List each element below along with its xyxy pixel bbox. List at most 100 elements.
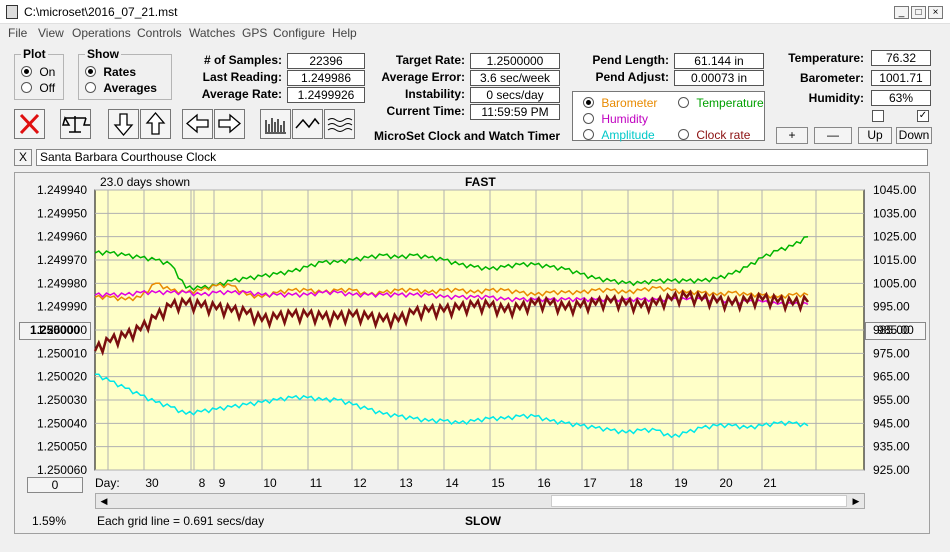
right-axis-selector: Barometer Temperature Humidity Amplitude…	[572, 91, 765, 142]
pend-adjust-label: Pend Adjust:	[595, 70, 669, 84]
plot-off-radio[interactable]	[21, 82, 32, 93]
down-button[interactable]: Down	[896, 127, 932, 144]
scroll-up-button[interactable]	[140, 109, 171, 139]
option-temperature[interactable]: Temperature	[678, 96, 764, 110]
env-checkbox-1[interactable]	[872, 110, 884, 122]
offset-button[interactable]: 0	[27, 477, 83, 493]
x-tick-label: 11	[310, 476, 323, 490]
plot-on-option[interactable]: On	[21, 65, 55, 79]
show-averages-radio[interactable]	[85, 82, 96, 93]
clock-rate-radio[interactable]	[678, 129, 689, 140]
left-tick-label: 1.249970	[37, 253, 87, 267]
last-reading-value: 1.249986	[287, 70, 365, 86]
series-line	[94, 282, 809, 302]
menu-operations[interactable]: Operations	[72, 26, 131, 40]
show-rates-label: Rates	[103, 65, 137, 79]
center-rate-button[interactable]: 1.250000	[19, 322, 91, 340]
humidity-radio[interactable]	[583, 113, 594, 124]
instability-value: 0 secs/day	[470, 87, 560, 103]
series-line	[94, 289, 809, 308]
x-tick-label: 8	[199, 476, 206, 490]
menu-help[interactable]: Help	[332, 26, 357, 40]
amplitude-label: Amplitude	[601, 128, 655, 142]
plot-on-radio[interactable]	[21, 66, 32, 77]
close-icon[interactable]: ×	[928, 6, 943, 19]
temperature-env-value: 76.32	[871, 50, 931, 66]
x-tick-label: 19	[674, 476, 688, 490]
plot-group: Plot On Off	[14, 47, 64, 100]
plot-off-option[interactable]: Off	[21, 81, 55, 95]
maximize-icon[interactable]: □	[911, 6, 926, 19]
pend-adjust-value: 0.00073 in	[674, 70, 764, 86]
scrollbar-thumb[interactable]	[551, 495, 847, 507]
bar-graph-icon	[265, 118, 286, 134]
scroll-right-button[interactable]	[214, 109, 245, 139]
scroll-down-button[interactable]	[108, 109, 139, 139]
left-tick-label: 1.250000	[37, 323, 87, 337]
barometer-radio[interactable]	[583, 97, 594, 108]
scroll-left-arrow-icon[interactable]: ◀	[100, 496, 108, 506]
option-humidity[interactable]: Humidity	[583, 112, 648, 126]
show-averages-label: Averages	[103, 81, 157, 95]
minus-button[interactable]: —	[814, 127, 852, 144]
humidity-env-label: Humidity:	[808, 91, 864, 105]
pend-length-value: 61.144 in	[674, 53, 764, 69]
humidity-label: Humidity	[601, 112, 649, 126]
x-tick-label: 20	[719, 476, 733, 490]
plot-group-label: Plot	[21, 47, 48, 61]
right-tick-label: 1015.00	[873, 253, 917, 267]
temperature-radio[interactable]	[678, 97, 689, 108]
up-button[interactable]: Up	[858, 127, 892, 144]
x-axis-ticks: 30 8 9 10 11 12 13 14 15 16 17 18 19 20 21	[145, 476, 777, 490]
plot-on-label: On	[39, 65, 56, 79]
x-tick-label: 13	[399, 476, 413, 490]
arrow-up-icon	[145, 111, 166, 135]
menu-configure[interactable]: Configure	[273, 26, 326, 40]
menu-controls[interactable]: Controls	[137, 26, 182, 40]
left-tick-label: 1.250020	[37, 370, 87, 384]
scroll-right-arrow-icon[interactable]: ▶	[852, 496, 860, 506]
left-tick-label: 1.250050	[37, 440, 87, 454]
option-barometer[interactable]: Barometer	[583, 96, 657, 110]
right-center-button[interactable]: 985.00	[865, 322, 926, 340]
clear-data-button[interactable]	[14, 109, 45, 139]
window-title: C:\microset\2016_07_21.mst	[24, 5, 178, 19]
line-view-button[interactable]	[292, 109, 323, 139]
wave-view-button[interactable]	[324, 109, 355, 139]
barometer-env-label: Barometer:	[799, 71, 864, 85]
average-error-label: Average Error:	[381, 70, 465, 84]
show-rates-option[interactable]: Rates	[85, 65, 136, 79]
left-tick-label: 1.250030	[37, 393, 87, 407]
show-group-label: Show	[85, 47, 121, 61]
left-tick-label: 1.249980	[37, 276, 87, 290]
show-averages-option[interactable]: Averages	[85, 81, 157, 95]
show-rates-radio[interactable]	[85, 66, 96, 77]
bars-view-button[interactable]	[260, 109, 291, 139]
balance-button[interactable]	[60, 109, 91, 139]
x-tick-label: 16	[537, 476, 551, 490]
left-axis-ticks: 1.249940 1.249950 1.249960 1.249970 1.249980…	[37, 183, 87, 477]
clock-rate-label: Clock rate	[696, 128, 751, 142]
series-line	[93, 289, 810, 357]
right-tick-label: 955.00	[873, 393, 910, 407]
option-amplitude[interactable]: Amplitude	[583, 128, 655, 142]
left-tick-label: 1.250040	[37, 416, 87, 430]
menu-file[interactable]: File	[8, 26, 28, 40]
menu-watches[interactable]: Watches	[189, 26, 236, 40]
clear-name-button[interactable]: X	[14, 149, 32, 166]
clock-name-input[interactable]: Santa Barbara Courthouse Clock	[36, 149, 928, 166]
menu-gps[interactable]: GPS	[242, 26, 268, 40]
env-checkbox-2[interactable]: ✓	[917, 110, 929, 122]
right-tick-label: 945.00	[873, 416, 910, 430]
plus-button[interactable]: +	[776, 127, 808, 144]
menu-view[interactable]: View	[38, 26, 64, 40]
horizontal-scrollbar[interactable]: ◀ ▶	[95, 493, 865, 509]
instability-label: Instability:	[404, 87, 465, 101]
amplitude-radio[interactable]	[583, 129, 594, 140]
series-line	[94, 373, 809, 439]
minimize-icon[interactable]: _	[894, 6, 909, 19]
scroll-left-button[interactable]	[182, 109, 213, 139]
x-tick-label: 30	[145, 476, 159, 490]
option-clock-rate[interactable]: Clock rate	[678, 128, 750, 142]
